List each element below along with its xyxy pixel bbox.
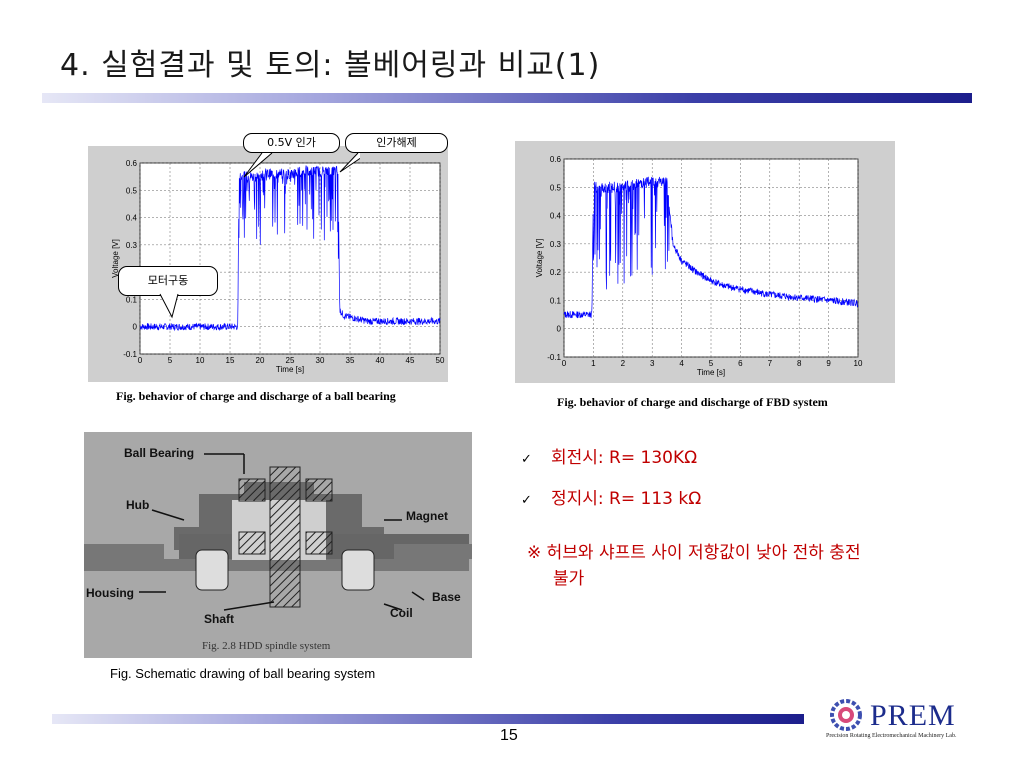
plot-left-chart: 05101520253035404550-0.100.10.20.30.40.5… <box>111 159 445 374</box>
callout-tails <box>243 152 360 178</box>
schematic-label-coil: Coil <box>390 606 413 620</box>
y-tick-label: 0.4 <box>550 212 562 221</box>
y-axis-label: Voltage [V] <box>535 239 544 278</box>
plot-right-caption: Fig. behavior of charge and discharge of… <box>557 395 828 409</box>
schematic-drawing <box>84 453 472 611</box>
y-tick-label: 0.6 <box>550 155 562 164</box>
result-note-line1: ※ 허브와 샤프트 사이 저항값이 낮아 전하 충전 <box>527 543 861 563</box>
x-axis-label: Time [s] <box>697 368 725 377</box>
callout-voltage-released-text: 인가해제 <box>376 136 417 149</box>
x-tick-label: 7 <box>768 359 773 368</box>
callout-motor-start-text: 모터구동 <box>147 274 189 287</box>
x-tick-label: 35 <box>346 356 355 365</box>
x-tick-label: 2 <box>621 359 626 368</box>
x-tick-label: 4 <box>679 359 684 368</box>
result-stopped-text: 정지시: R= 113 kΩ <box>551 489 702 509</box>
x-tick-label: 6 <box>738 359 743 368</box>
callout-motor-start: 모터구동 <box>118 266 218 296</box>
plot-left-caption: Fig. behavior of charge and discharge of… <box>116 389 396 403</box>
schematic-fig-label: Fig. 2.8 HDD spindle system <box>202 640 331 652</box>
x-tick-label: 15 <box>226 356 235 365</box>
result-note-line2: 불가 <box>553 569 585 589</box>
callout-voltage-applied-text: 0.5V 인가 <box>267 136 316 149</box>
y-tick-label: 0.1 <box>126 295 138 304</box>
x-tick-label: 20 <box>256 356 265 365</box>
y-tick-label: -0.1 <box>547 353 561 362</box>
plot-right-chart: 0 1 2 3 4 5 6 7 8 9 10-0.100.10.20.30.40.50.6Time … <box>535 155 863 377</box>
schematic-label-housing: Housing <box>86 586 134 600</box>
voltage-trace <box>139 165 441 332</box>
x-tick-label: 45 <box>406 356 415 365</box>
plot-right-frame: 0 1 2 3 4 5 6 7 8 9 10 -0.1 0 0.1 0.2 0.3 0.4 0.5 0.6 Time … <box>515 141 895 383</box>
x-tick-label: 30 <box>316 356 325 365</box>
result-rotating-text: 회전시: R= 130KΩ <box>551 448 698 468</box>
x-tick-label: 40 <box>376 356 385 365</box>
prem-logo-subtitle: Precision Rotating Electromechanical Mac… <box>826 733 957 739</box>
schematic-label-base: Base <box>432 590 461 604</box>
x-tick-label: 0 <box>138 356 143 365</box>
result-stopped: ✓ 정지시: R= 113 kΩ <box>521 484 701 509</box>
schematic-label-hub: Hub <box>126 498 150 512</box>
x-axis-label: Time [s] <box>276 365 304 374</box>
x-tick-label: 50 <box>436 356 445 365</box>
x-tick-label: 0 <box>562 359 567 368</box>
schematic-label-shaft: Shaft <box>204 612 234 626</box>
prem-logo-emblem-icon <box>830 699 862 731</box>
schematic-caption: Fig. Schematic drawing of ball bearing s… <box>110 666 376 681</box>
prem-logo-word: PREM <box>870 699 956 732</box>
y-tick-label: 0.4 <box>126 214 138 223</box>
x-tick-label: 10 <box>196 356 205 365</box>
result-rotating: ✓ 회전시: R= 130KΩ <box>521 443 697 468</box>
y-tick-label: -0.1 <box>123 350 137 359</box>
callout-voltage-applied: 0.5V 인가 <box>243 133 340 153</box>
x-tick-label: 1 <box>591 359 596 368</box>
x-tick-label: 5 <box>168 356 173 365</box>
callout-motor-tail <box>159 293 179 319</box>
slide-title: 4. 실험결과 및 토의: 볼베어링과 비교(1) <box>60 48 601 83</box>
y-tick-label: 0.2 <box>550 268 562 277</box>
footer-divider-bar <box>52 714 804 724</box>
y-tick-label: 0.5 <box>126 186 138 195</box>
y-tick-label: 0.6 <box>126 159 138 168</box>
x-tick-label: 25 <box>286 356 295 365</box>
x-tick-label: 3 <box>650 359 655 368</box>
y-tick-label: 0.1 <box>550 296 562 305</box>
voltage-trace <box>563 176 858 319</box>
page-number: 15 <box>500 727 518 744</box>
y-tick-label: 0.3 <box>126 241 138 250</box>
schematic-label-ball-bearing: Ball Bearing <box>124 446 195 460</box>
y-tick-label: 0 <box>557 325 562 334</box>
y-tick-label: 0.5 <box>550 183 562 192</box>
y-tick-label: 0.3 <box>550 240 562 249</box>
x-tick-label: 9 <box>826 359 831 368</box>
result-note: ※ 허브와 샤프트 사이 저항값이 낮아 전하 충전 불가 <box>527 540 1007 592</box>
callout-voltage-released: 인가해제 <box>345 133 448 153</box>
schematic-label-magnet: Magnet <box>406 509 448 523</box>
x-tick-label: 8 <box>797 359 802 368</box>
x-tick-label: 5 <box>709 359 714 368</box>
y-axis-label: Voltage [V] <box>111 239 120 278</box>
prem-logo: PREM Precision Rotating Electromechanica… <box>824 697 994 747</box>
plot-left-frame: 05101520253035404550-0.100.10.20.30.40.5… <box>88 146 448 382</box>
checkmark-icon: ✓ <box>521 452 532 467</box>
title-divider-bar <box>42 93 972 103</box>
checkmark-icon: ✓ <box>521 493 532 508</box>
ball-bearing-schematic-image: Ball Bearing Hub Magnet Housing Base Sha… <box>84 432 472 658</box>
x-tick-label: 10 <box>854 359 863 368</box>
y-tick-label: 0 <box>133 323 138 332</box>
